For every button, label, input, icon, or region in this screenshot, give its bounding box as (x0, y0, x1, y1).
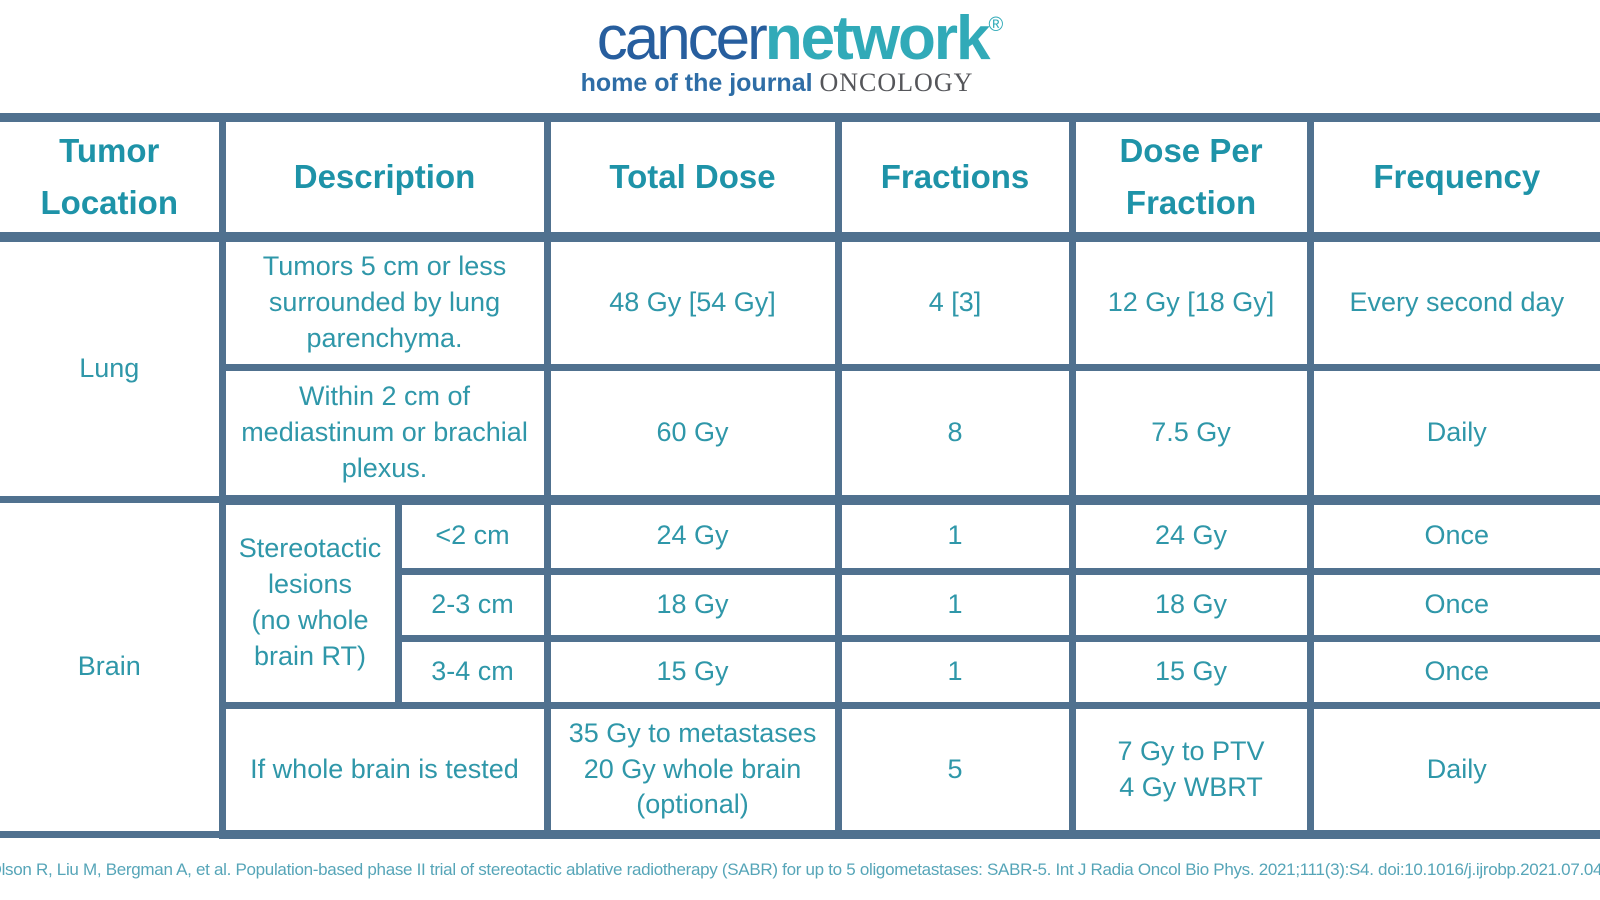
cell-brain2-fractions: 1 (834, 568, 1076, 642)
cell-brain3-fractions: 1 (834, 635, 1076, 709)
logo-tagline: home of the journal ONCOLOGY (581, 68, 1020, 98)
cell-lung2-dose-per-fraction: 7.5 Gy (1068, 364, 1314, 505)
cell-lung2-frequency: Daily (1306, 364, 1600, 505)
table-header-row: Tumor Location Description Total Dose Fr… (0, 113, 1600, 242)
cell-lung2-description: Within 2 cm of mediastinum or brachial p… (222, 364, 551, 505)
cell-brain3-size: 3-4 cm (398, 635, 551, 709)
cell-brain2-dose-per-fraction: 18 Gy (1068, 568, 1314, 642)
cell-brain1-fractions: 1 (834, 496, 1076, 575)
cell-brain3-frequency: Once (1306, 635, 1600, 709)
cell-lung1-total-dose: 48 Gy [54 Gy] (543, 233, 842, 371)
cell-brain2-frequency: Once (1306, 568, 1600, 642)
tagline-journal-name: ONCOLOGY (819, 68, 974, 97)
cell-brain4-frequency: Daily (1306, 702, 1600, 839)
table-row-brain-1: Brain Stereotactic lesions (no whole bra… (0, 496, 1600, 838)
cell-lung2-fractions: 8 (834, 364, 1076, 505)
cell-brain3-total-dose: 15 Gy (543, 635, 842, 709)
cell-lung1-fractions: 4 [3] (834, 233, 1076, 371)
citation-text: Olson R, Liu M, Bergman A, et al. Popula… (0, 859, 1600, 879)
cell-brain3-dose-per-fraction: 15 Gy (1068, 635, 1314, 709)
cell-brain2-size: 2-3 cm (398, 568, 551, 642)
cell-brain1-dose-per-fraction: 24 Gy (1068, 496, 1314, 575)
logo-network-text: network (764, 4, 991, 73)
cell-lung-location: Lung (0, 233, 226, 503)
col-header-description: Description (218, 113, 551, 242)
col-header-tumor-location: Tumor Location (0, 113, 226, 242)
cell-brain1-total-dose: 24 Gy (543, 496, 842, 575)
cell-lung1-description: Tumors 5 cm or less surrounded by lung p… (218, 233, 551, 371)
cell-brain4-description: If whole brain is tested (222, 702, 551, 839)
citation-bar: Olson R, Liu M, Bergman A, et al. Popula… (0, 839, 1600, 900)
logo-cancer-text: cancer (596, 4, 768, 73)
registered-trademark-icon: ® (988, 14, 1004, 36)
tagline-prefix-text: home of the journal (580, 69, 820, 97)
cell-lung1-frequency: Every second day (1306, 233, 1600, 371)
col-header-frequency: Frequency (1306, 113, 1600, 242)
cell-lung2-total-dose: 60 Gy (543, 364, 842, 505)
cell-lung1-dose-per-fraction: 12 Gy [18 Gy] (1068, 233, 1314, 371)
cell-brain1-frequency: Once (1306, 496, 1600, 575)
table-row-lung-1: Lung Tumors 5 cm or less surrounded by l… (0, 233, 1600, 503)
table-row-lung-2: Within 2 cm of mediastinum or brachial p… (0, 364, 1600, 505)
col-header-total-dose: Total Dose (543, 113, 842, 242)
cell-brain1-size: <2 cm (394, 496, 551, 575)
cell-brain-location: Brain (0, 496, 226, 838)
table-row-brain-2: 2-3 cm 18 Gy 1 18 Gy Once (0, 568, 1600, 642)
cancernetwork-logo: cancernetwork® home of the journal ONCOL… (0, 0, 1600, 113)
col-header-dose-per-fraction: Dose Per Fraction (1068, 113, 1314, 242)
cell-brain4-dose-per-fraction: 7 Gy to PTV 4 Gy WBRT (1068, 702, 1314, 839)
col-header-fractions: Fractions (834, 113, 1076, 242)
table-row-brain-3: 3-4 cm 15 Gy 1 15 Gy Once (0, 635, 1600, 709)
table-row-brain-4: If whole brain is tested 35 Gy to metast… (0, 702, 1600, 839)
cell-brain4-fractions: 5 (834, 702, 1076, 839)
dose-schedule-table: Tumor Location Description Total Dose Fr… (0, 113, 1600, 839)
logo-wordmark: cancernetwork® (597, 8, 1004, 70)
cell-brain-stereotactic-label: Stereotactic lesions (no whole brain RT) (218, 496, 402, 709)
cell-brain4-total-dose: 35 Gy to metastases 20 Gy whole brain (o… (543, 702, 842, 839)
cell-brain2-total-dose: 18 Gy (543, 568, 842, 642)
